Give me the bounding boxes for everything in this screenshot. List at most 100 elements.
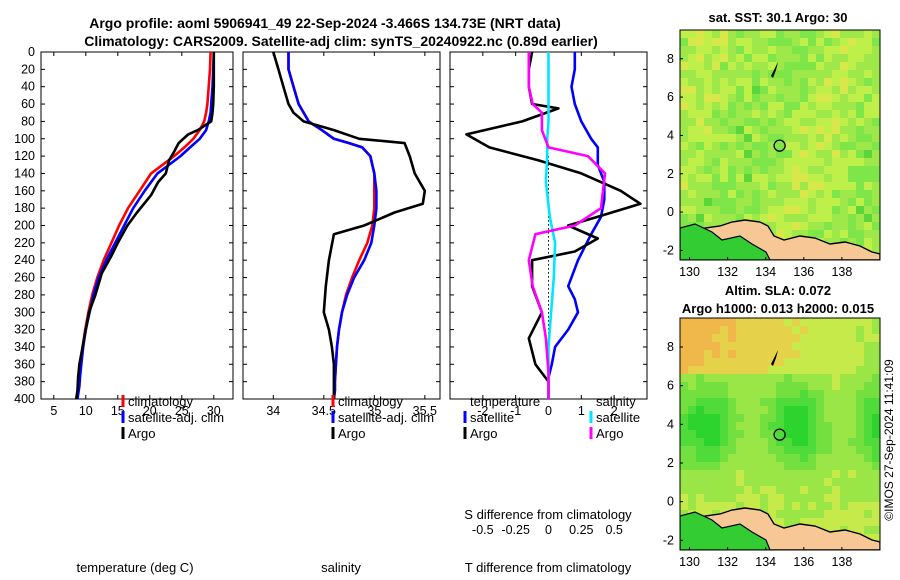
map-cell (784, 382, 792, 390)
map-cell (872, 110, 880, 118)
map-cell (744, 406, 752, 414)
map-cell (856, 326, 864, 334)
temperature-panel: 5 10 15 20 25 3002040608010012014016018020022… (14, 45, 234, 575)
map-cell (728, 46, 736, 54)
map-cell (792, 174, 800, 182)
map-cell (704, 158, 712, 166)
map-cell (848, 110, 856, 118)
map-cell (744, 214, 752, 222)
map-cell (840, 110, 848, 118)
map-cell (776, 318, 784, 326)
map-cell (728, 366, 736, 374)
map-cell (720, 174, 728, 182)
map-cell (760, 494, 768, 502)
map-cell (752, 486, 760, 494)
map-cell (784, 366, 792, 374)
map-cell (728, 62, 736, 70)
map-cell (776, 190, 784, 198)
map-cell (824, 190, 832, 198)
map-cell (720, 214, 728, 222)
map-cell (848, 86, 856, 94)
map-cell (768, 494, 776, 502)
map-cell (832, 390, 840, 398)
map-cell (800, 174, 808, 182)
map-cell (696, 174, 704, 182)
map-cell (824, 422, 832, 430)
map-cell (808, 86, 816, 94)
map-cell (744, 326, 752, 334)
map-cell (872, 134, 880, 142)
map-cell (848, 214, 856, 222)
map-cell (792, 470, 800, 478)
map-cell (776, 374, 784, 382)
map-cell (728, 38, 736, 46)
map-cell (704, 46, 712, 54)
map-cell (752, 438, 760, 446)
map-cell (784, 398, 792, 406)
map-cell (776, 430, 784, 438)
map-cell (872, 374, 880, 382)
map-cell (840, 518, 848, 526)
map-cell (824, 46, 832, 54)
map-cell (872, 382, 880, 390)
map-cell (800, 86, 808, 94)
map-cell (736, 30, 744, 38)
y-tick-label: 240 (14, 253, 35, 267)
map-cell (696, 398, 704, 406)
map-cell (816, 126, 824, 134)
map-cell (872, 166, 880, 174)
map-cell (688, 190, 696, 198)
map-cell (800, 54, 808, 62)
map-cell (848, 414, 856, 422)
map-cell (816, 470, 824, 478)
map-cell (752, 454, 760, 462)
map-cell (808, 334, 816, 342)
map-cell (856, 62, 864, 70)
map-cell (856, 86, 864, 94)
map-cell (800, 462, 808, 470)
legend-heading-salinity: salinity (596, 394, 636, 409)
map-cell (856, 502, 864, 510)
map-cell (704, 166, 712, 174)
map-cell (792, 110, 800, 118)
map-cell (800, 422, 808, 430)
map-cell (816, 150, 824, 158)
map-cell (752, 342, 760, 350)
map-cell (768, 30, 776, 38)
map-y-tick-label: -2 (663, 243, 674, 257)
map-cell (800, 166, 808, 174)
map-cell (816, 118, 824, 126)
map-cell (688, 438, 696, 446)
series-line-salinity-satellite (544, 52, 557, 399)
map-cell (680, 46, 688, 54)
map-cell (800, 182, 808, 190)
map-cell (752, 190, 760, 198)
map-cell (808, 150, 816, 158)
map-cell (712, 174, 720, 182)
map-cell (776, 94, 784, 102)
map-cell (752, 174, 760, 182)
map-cell (776, 134, 784, 142)
map-cell (784, 470, 792, 478)
map-cell (872, 118, 880, 126)
map-cell (872, 318, 880, 326)
map-cell (800, 206, 808, 214)
map-cell (864, 230, 872, 238)
map-cell (800, 190, 808, 198)
map-cell (872, 398, 880, 406)
map-cell (704, 174, 712, 182)
map-cell (712, 110, 720, 118)
map-cell (744, 142, 752, 150)
map-cell (872, 150, 880, 158)
map-cell (696, 430, 704, 438)
map-cell (720, 382, 728, 390)
map-cell (856, 126, 864, 134)
map-cell (760, 374, 768, 382)
map-cell (720, 414, 728, 422)
map-cell (712, 414, 720, 422)
map-cell (712, 118, 720, 126)
map-cell (848, 502, 856, 510)
map-cell (744, 358, 752, 366)
map-cell (784, 174, 792, 182)
map-cell (760, 414, 768, 422)
